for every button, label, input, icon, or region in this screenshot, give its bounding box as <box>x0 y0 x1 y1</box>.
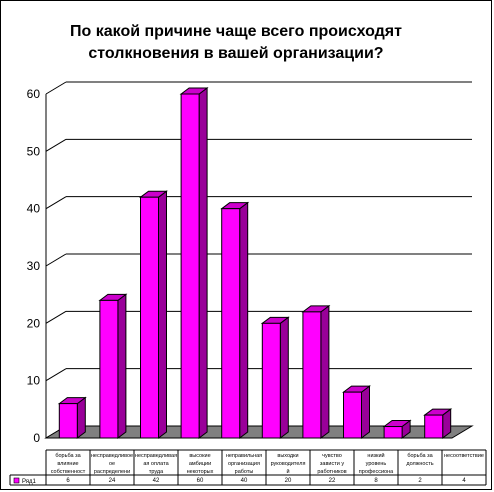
category-label: несправедливая ая оплата труда <box>135 453 177 475</box>
bar-side <box>158 190 167 439</box>
category-label: выходки руководителя й <box>271 453 306 475</box>
data-value-label: 40 <box>241 478 248 484</box>
data-value-label: 22 <box>329 478 336 484</box>
bar-side <box>76 396 86 439</box>
bar <box>423 408 453 439</box>
data-table: борьба за влияние собственност 6 несправедли… <box>9 449 487 486</box>
data-value-label: 42 <box>153 478 160 484</box>
depth-gridline <box>45 196 67 210</box>
bar <box>260 316 290 439</box>
plot-area: 0 10 20 30 40 50 60 <box>27 81 474 445</box>
bar-front <box>261 322 281 439</box>
y-tick-label: 20 <box>27 316 41 330</box>
legend-label: Ряд1 <box>22 479 37 485</box>
chart-title-line-1: По какой причине чаще всего происходят <box>70 23 402 40</box>
category-label: несправедливое ое распределени <box>91 453 133 475</box>
bar-side <box>239 201 249 439</box>
bar <box>301 304 331 439</box>
bar-side <box>117 293 127 439</box>
data-value-label: 4 <box>462 478 466 484</box>
data-value-label: 2 <box>418 478 422 484</box>
category-label: высокие амбиции некоторых <box>187 453 214 475</box>
bar-front <box>58 403 78 439</box>
bar <box>98 293 128 439</box>
y-tick-label: 10 <box>27 374 41 388</box>
data-value-label: 8 <box>374 478 378 484</box>
data-value-label: 24 <box>109 478 116 484</box>
y-tick-label: 40 <box>27 202 41 216</box>
y-tick-label: 30 <box>27 259 41 273</box>
depth-gridline <box>45 310 67 324</box>
category-label: борьба за влияние собственност <box>51 453 86 475</box>
category-label: неправильная организация работы <box>226 453 262 475</box>
bar-front <box>424 414 444 439</box>
bar <box>342 385 371 439</box>
depth-gridline <box>45 368 67 382</box>
y-tick-label: 0 <box>33 431 40 445</box>
bar <box>220 201 250 439</box>
bar-front <box>302 311 322 439</box>
bar <box>139 190 168 439</box>
bar <box>179 87 209 439</box>
category-label: низкий уровень профессиона <box>359 452 394 475</box>
bar-front <box>343 391 362 439</box>
y-tick-label: 60 <box>27 87 41 101</box>
bar-front <box>221 208 241 439</box>
category-label: чувство зависти у работников <box>317 453 346 475</box>
depth-gridline <box>45 81 67 95</box>
bar-front <box>180 93 200 439</box>
bar <box>57 396 87 439</box>
data-value-label: 60 <box>197 478 204 484</box>
bar-side <box>279 316 289 439</box>
category-label: борьба за должность <box>406 453 433 467</box>
category-label: несоответствие <box>444 453 484 459</box>
legend-swatch <box>13 477 20 484</box>
depth-gridline <box>45 138 67 152</box>
bar-front <box>99 299 119 439</box>
data-value-label: 20 <box>285 478 292 484</box>
bar-side <box>320 304 330 439</box>
bar-side <box>361 385 370 439</box>
depth-gridline <box>45 253 67 267</box>
bar-front <box>383 426 403 439</box>
bar-front <box>140 196 159 439</box>
bar <box>382 419 412 439</box>
y-tick-label: 50 <box>27 144 41 158</box>
data-value-label: 6 <box>66 478 70 484</box>
chart-title-line-2: столкновения в вашей организации? <box>88 45 383 62</box>
bar-side <box>198 87 208 439</box>
